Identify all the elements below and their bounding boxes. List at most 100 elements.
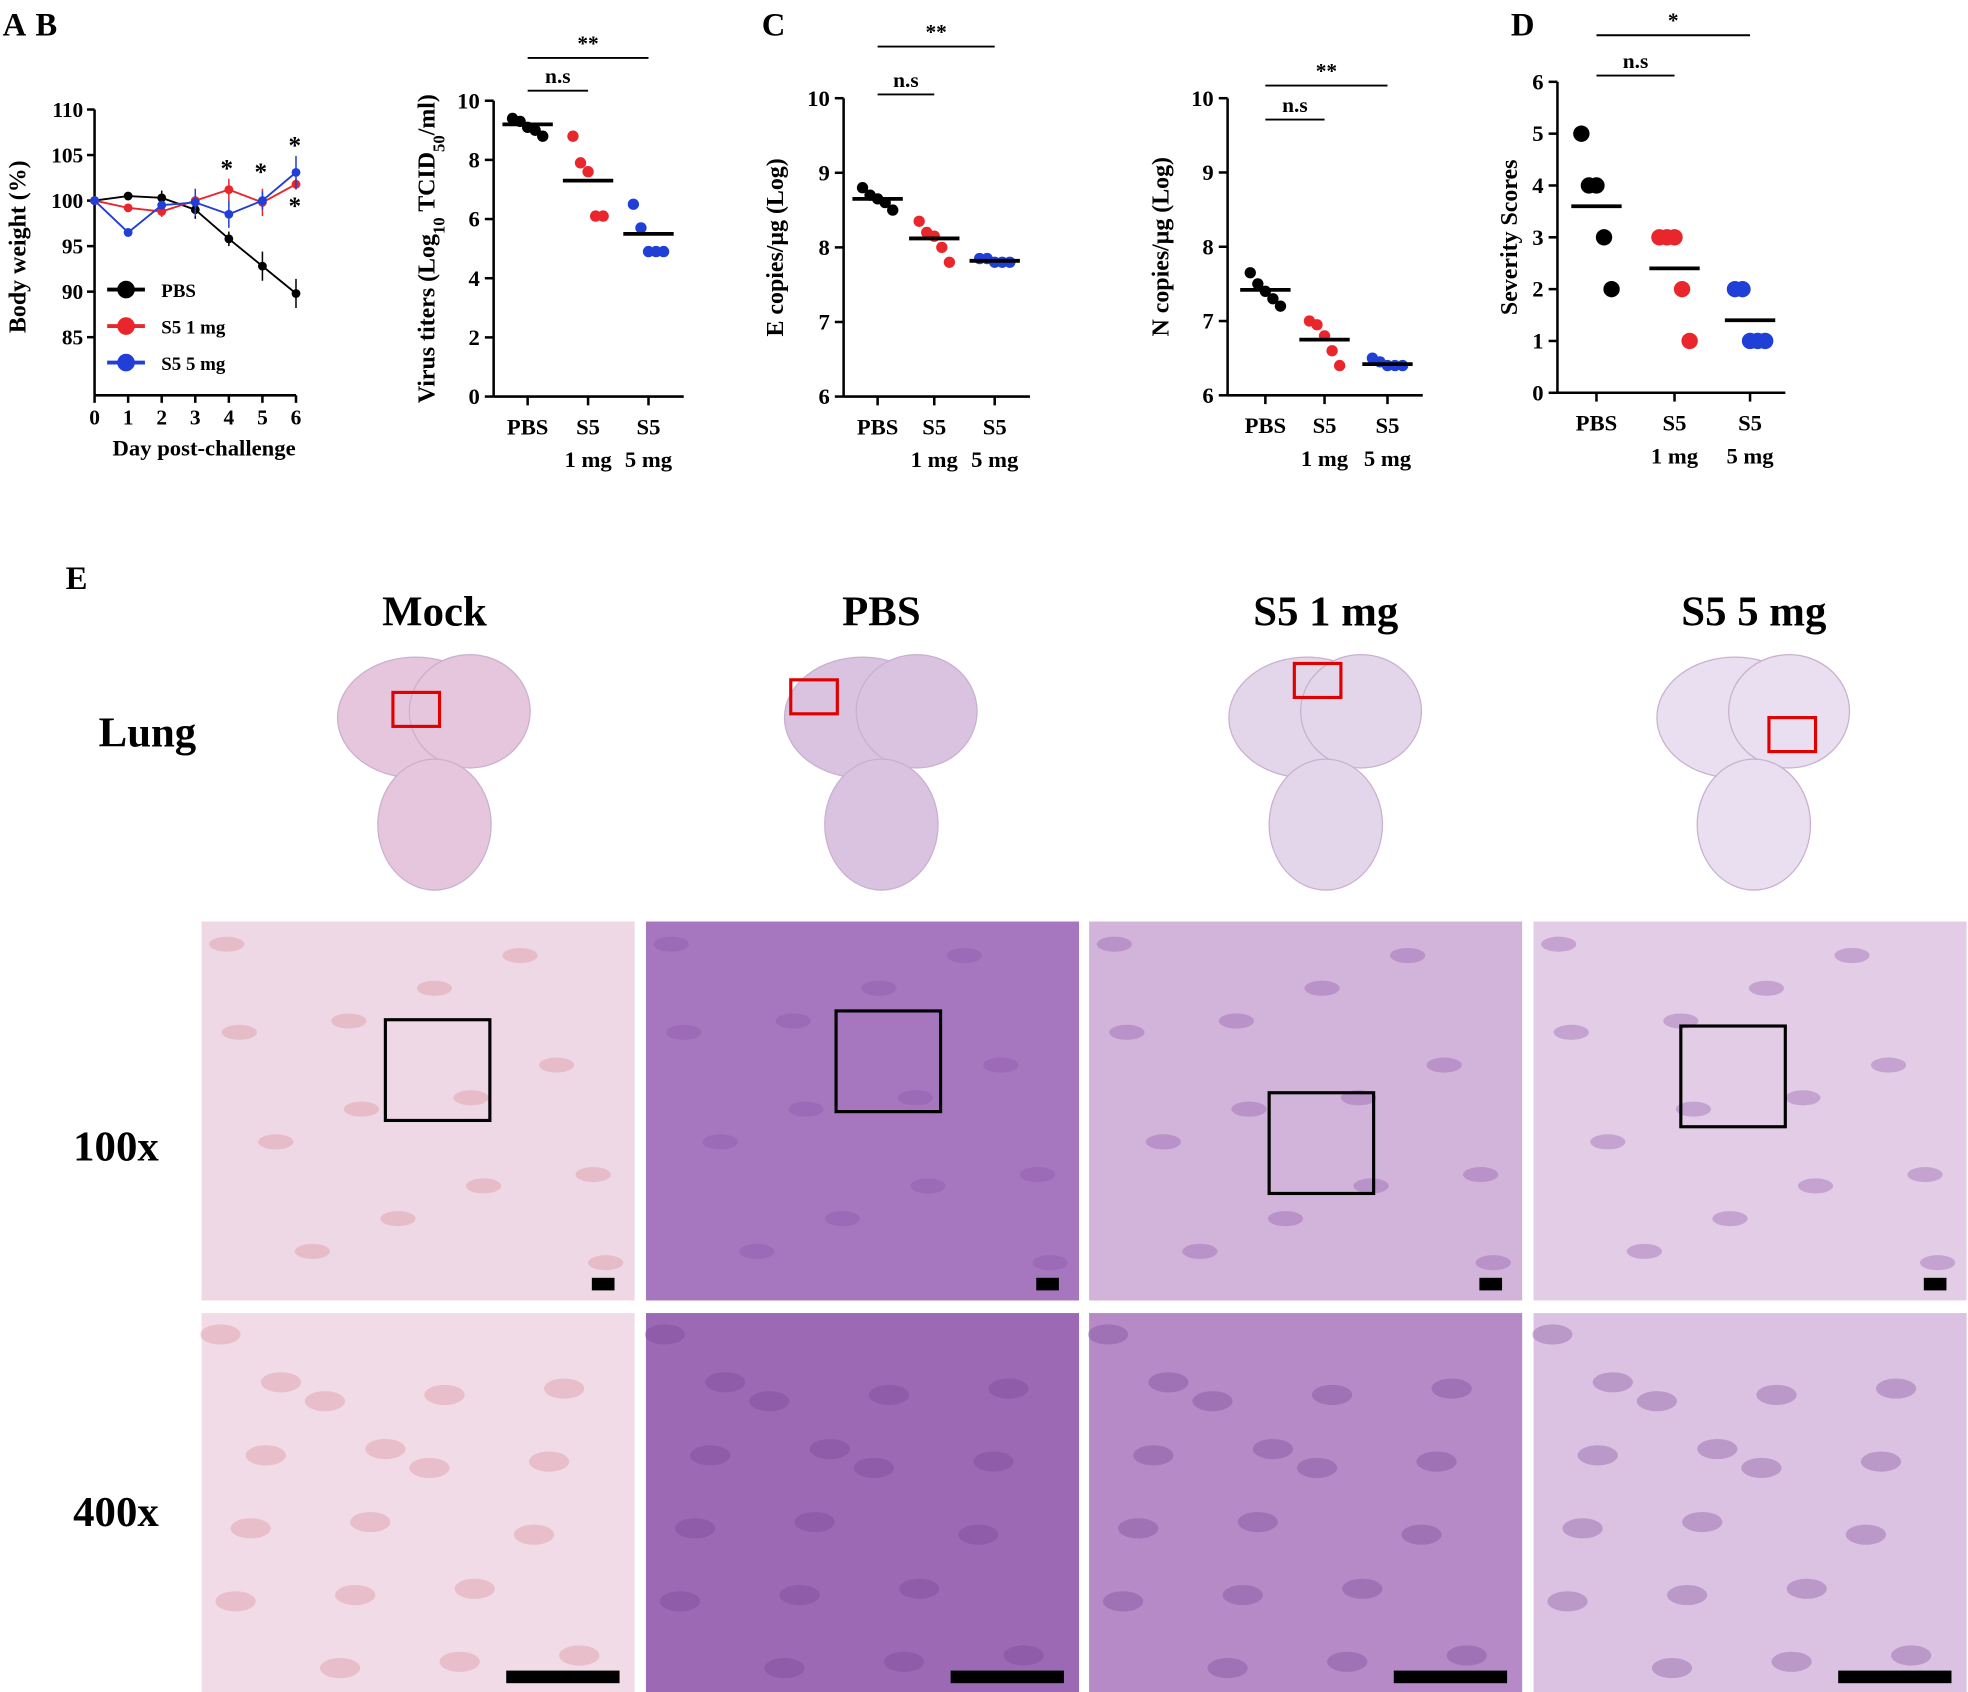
zoom-box bbox=[1679, 1024, 1787, 1129]
tissue-texture bbox=[1532, 1324, 1573, 1345]
tissue-texture bbox=[824, 1211, 860, 1227]
tissue-texture bbox=[200, 1324, 241, 1345]
tissue-texture bbox=[453, 1090, 489, 1106]
legend-label: PBS bbox=[161, 281, 196, 302]
tissue-texture bbox=[1231, 1101, 1267, 1117]
y-tick-label: 9 bbox=[1202, 160, 1213, 185]
tissue-texture bbox=[416, 980, 453, 996]
lung-lobe bbox=[408, 654, 531, 769]
tissue-texture bbox=[1712, 1211, 1748, 1227]
tissue-texture bbox=[1590, 1134, 1626, 1150]
tissue-texture bbox=[350, 1511, 391, 1533]
lung-lobe bbox=[377, 758, 492, 891]
legend-marker bbox=[117, 280, 135, 299]
zoom-box bbox=[1767, 716, 1818, 754]
point bbox=[258, 196, 267, 205]
zoom-box bbox=[383, 1018, 492, 1123]
y-tick-label: 10 bbox=[457, 88, 480, 113]
tissue-texture bbox=[910, 1178, 946, 1194]
legend-label: S5 1 mg bbox=[161, 318, 226, 339]
y-axis-label: Virus titers (Log10 TCID50/ml) bbox=[414, 94, 448, 403]
tissue-texture bbox=[245, 1445, 286, 1466]
tissue-texture bbox=[1446, 1645, 1487, 1666]
x-tick-label: 5 mg bbox=[971, 447, 1019, 472]
y-axis-label-part: 10 bbox=[429, 217, 448, 234]
y-tick-label: 4 bbox=[1532, 173, 1543, 198]
tissue-texture bbox=[1096, 936, 1132, 952]
dot bbox=[943, 256, 956, 268]
tissue-texture bbox=[1748, 980, 1785, 996]
x-tick-label: 5 mg bbox=[1726, 443, 1774, 468]
significance-label: n.s bbox=[545, 64, 571, 88]
tissue-texture bbox=[666, 1024, 702, 1040]
tissue-texture bbox=[1920, 1255, 1956, 1271]
x-tick-label: S5 bbox=[637, 414, 661, 439]
lung-lobe bbox=[1728, 654, 1851, 769]
tissue-texture bbox=[1875, 1378, 1917, 1399]
tissue-texture bbox=[1741, 1457, 1782, 1478]
dot bbox=[1274, 300, 1287, 312]
panel-label: C bbox=[762, 7, 786, 43]
dot bbox=[1603, 280, 1620, 298]
tissue-texture bbox=[1109, 1024, 1145, 1040]
x-tick-label: 1 bbox=[123, 405, 134, 429]
y-tick-label: 6 bbox=[1202, 383, 1213, 408]
y-tick-label: 7 bbox=[1202, 309, 1213, 334]
tissue-texture bbox=[1311, 1384, 1353, 1405]
y-tick-label: 95 bbox=[62, 235, 83, 259]
y-axis-label: Severity Scores bbox=[1497, 160, 1523, 316]
tissue-texture bbox=[409, 1457, 450, 1478]
row-label: Lung bbox=[99, 710, 197, 757]
tissue-texture bbox=[1019, 1167, 1056, 1183]
x-tick-label: 5 mg bbox=[1364, 446, 1412, 471]
y-axis-label-part: Severity Scores bbox=[1497, 160, 1523, 316]
x-tick-label: 0 bbox=[89, 405, 100, 429]
y-tick-label: 90 bbox=[62, 280, 83, 304]
x-tick-label: 4 bbox=[224, 405, 235, 429]
dot bbox=[1333, 359, 1346, 372]
lung-lobe bbox=[1696, 758, 1812, 891]
tissue-texture bbox=[1426, 1057, 1462, 1073]
tissue-texture bbox=[705, 1372, 746, 1393]
tissue-texture bbox=[513, 1524, 555, 1545]
tissue-texture bbox=[465, 1178, 502, 1194]
y-tick-label: 2 bbox=[468, 325, 479, 350]
y-axis-label-part: E copies/μg (Log) bbox=[763, 158, 789, 336]
point bbox=[224, 234, 234, 244]
y-axis-label: N copies/μg (Log) bbox=[1148, 157, 1174, 337]
tissue-texture bbox=[1032, 1255, 1068, 1271]
tissue-texture bbox=[653, 936, 689, 952]
tissue-texture bbox=[1133, 1445, 1174, 1466]
tissue-texture bbox=[1651, 1658, 1693, 1679]
tissue-texture bbox=[1327, 1651, 1368, 1672]
tissue-texture bbox=[1218, 1013, 1255, 1029]
zoom-box bbox=[1292, 661, 1343, 700]
dot bbox=[597, 210, 609, 222]
y-axis-label: E copies/μg (Log) bbox=[763, 158, 789, 336]
tissue-texture bbox=[1697, 1438, 1738, 1460]
x-tick-label: S5 bbox=[922, 414, 946, 439]
scale-bar bbox=[506, 1670, 620, 1684]
tissue-texture bbox=[215, 1591, 256, 1612]
x-axis-label: Day post-challenge bbox=[113, 436, 296, 461]
x-tick-label: S5 bbox=[1376, 413, 1400, 438]
tissue-texture bbox=[1771, 1651, 1812, 1672]
histology-100x bbox=[1533, 921, 1967, 1301]
y-tick-label: 6 bbox=[468, 207, 479, 232]
point bbox=[258, 261, 267, 271]
tissue-texture bbox=[1562, 1518, 1603, 1539]
tissue-texture bbox=[1390, 947, 1426, 964]
x-tick-label: 6 bbox=[291, 405, 302, 429]
tissue-texture bbox=[1845, 1524, 1887, 1545]
dot bbox=[1311, 319, 1323, 331]
scale-bar bbox=[1036, 1277, 1059, 1291]
tissue-texture bbox=[1797, 1178, 1834, 1194]
tissue-texture bbox=[221, 1024, 257, 1040]
tissue-texture bbox=[454, 1578, 495, 1599]
tissue-texture bbox=[1118, 1518, 1159, 1539]
tissue-texture bbox=[1431, 1378, 1472, 1399]
row-label: 400x bbox=[73, 1489, 159, 1536]
tissue-texture bbox=[1553, 1024, 1589, 1040]
zoom-box bbox=[789, 678, 839, 716]
